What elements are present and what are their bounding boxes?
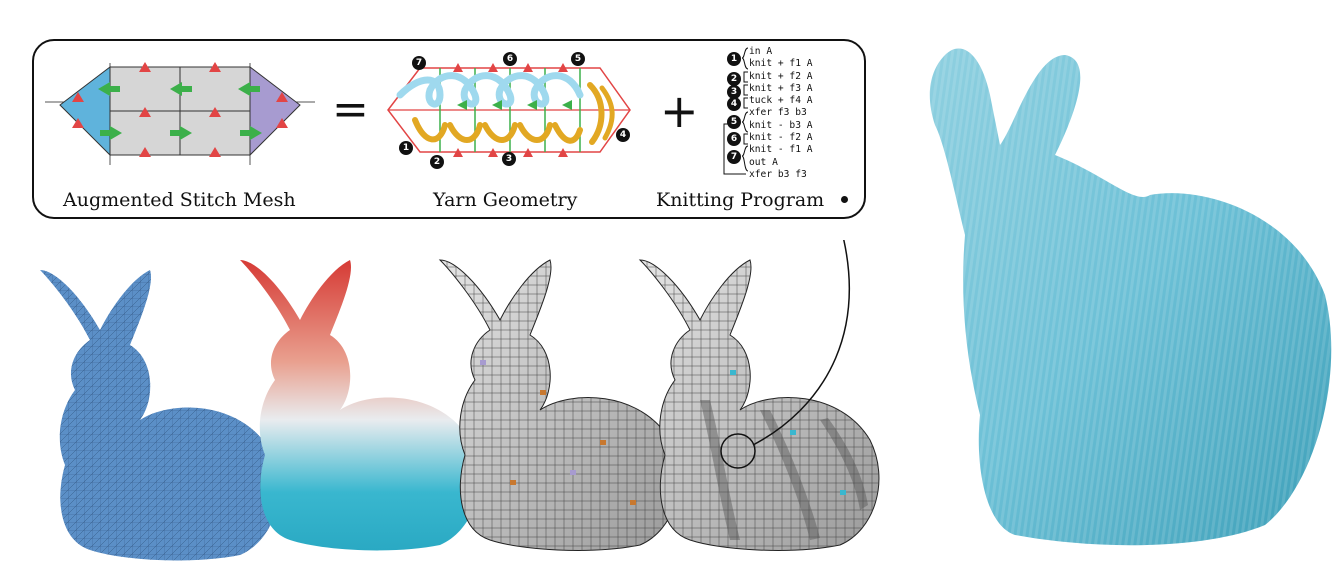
yarn-step-badge: 2 — [430, 155, 444, 169]
bunny-quad-mesh — [439, 259, 680, 551]
knitting-program-code: in A knit + f1 A knit + f2 A knit + f3 A… — [749, 46, 813, 181]
yarn-step-badge: 4 — [616, 128, 630, 142]
program-step-badge: 1 — [727, 52, 741, 66]
caption-yarn-geometry: Yarn Geometry — [433, 189, 578, 211]
yarn-step-badge: 6 — [503, 52, 517, 66]
program-step-badge: 3 — [727, 85, 741, 99]
program-line: out A — [749, 156, 778, 168]
plus-operator: + — [660, 84, 699, 138]
yarn-step-badge: 3 — [502, 152, 516, 166]
yarn-step-badge: 1 — [399, 141, 413, 155]
yarn-step-badge: 5 — [571, 52, 585, 66]
program-brackets — [723, 47, 749, 175]
caption-knitting-program: Knitting Program — [656, 189, 825, 211]
program-line: knit - f1 A — [749, 144, 813, 156]
yarn-geometry-diagram — [387, 63, 631, 157]
program-line: xfer f3 b3 — [749, 107, 807, 119]
program-step-badge: 7 — [727, 150, 741, 164]
program-line: knit - f2 A — [749, 132, 813, 144]
program-line: knit - b3 A — [749, 119, 813, 131]
program-step-badge: 5 — [727, 115, 741, 129]
pointer-curve — [752, 240, 850, 446]
caption-augmented-stitch-mesh: Augmented Stitch Mesh — [63, 189, 296, 211]
knitted-bunny-photo — [929, 48, 1332, 546]
program-step-badge: 2 — [727, 72, 741, 86]
program-line: knit + f2 A — [749, 70, 813, 82]
program-line: knit + f3 A — [749, 82, 813, 94]
program-line: xfer b3 f3 — [749, 168, 807, 180]
program-step-badge: 6 — [727, 132, 741, 146]
pointer-dot-icon — [841, 196, 848, 203]
yarn-step-badge: 7 — [412, 56, 426, 70]
program-line: tuck + f4 A — [749, 95, 813, 107]
bunny-stitch-mesh — [639, 259, 880, 551]
program-step-badge: 4 — [727, 97, 741, 111]
zoom-circle — [720, 433, 756, 469]
program-line: in A — [749, 46, 773, 57]
bunny-triangle-mesh — [40, 270, 279, 561]
program-line: knit + f1 A — [749, 58, 813, 70]
bunny-heatmap — [240, 260, 479, 551]
equals-operator: = — [332, 84, 369, 135]
augmented-stitch-mesh-diagram — [45, 62, 315, 165]
bunny-sequence — [40, 240, 880, 561]
